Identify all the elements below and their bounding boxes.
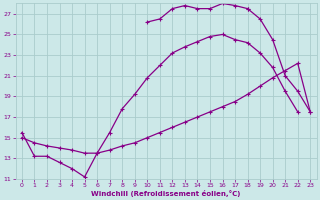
X-axis label: Windchill (Refroidissement éolien,°C): Windchill (Refroidissement éolien,°C) bbox=[92, 190, 241, 197]
